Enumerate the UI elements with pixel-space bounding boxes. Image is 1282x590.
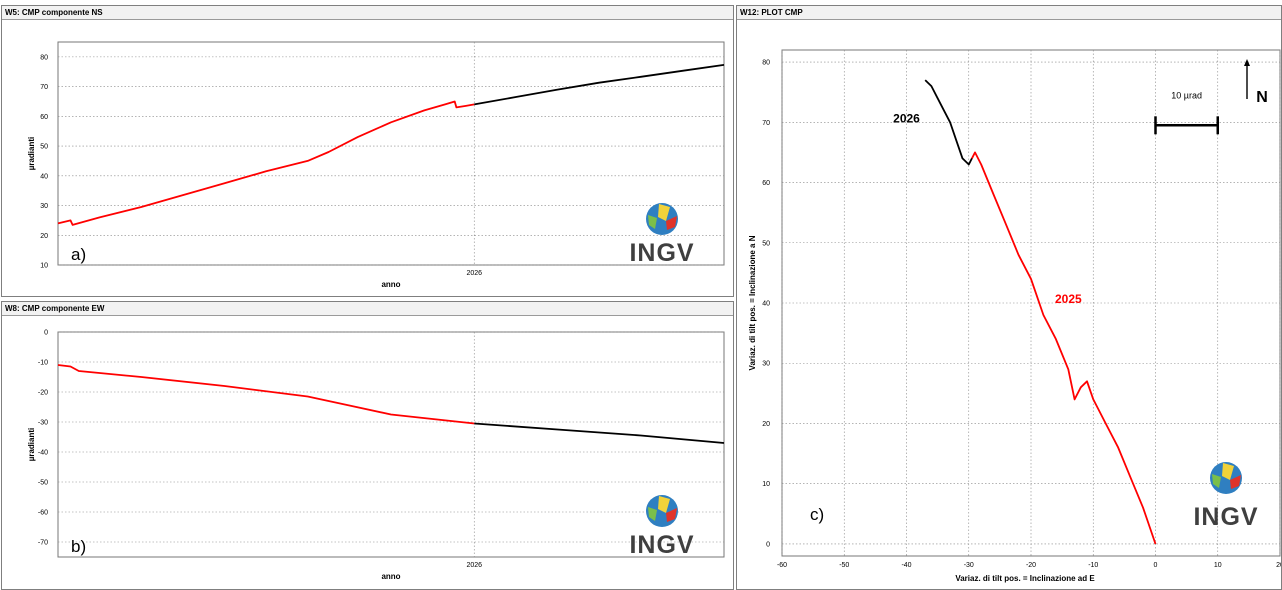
plot-ytick-label: 30: [762, 361, 770, 368]
plot-xtick-label: -20: [1026, 562, 1036, 569]
plot-north-arrowhead-icon: [1244, 59, 1250, 66]
plot-xtick-label: -60: [777, 562, 787, 569]
ew-y-axis-label: µradianti: [27, 428, 36, 462]
window-ns: W5: CMP componente NS 10 20 30 40 50 60 70 80 20…: [1, 5, 734, 297]
ns-globe-region-icon: [666, 216, 677, 230]
plot-globe-land-icon: [1222, 463, 1234, 480]
ns-x-axis-label: anno: [381, 280, 400, 289]
plot-year-label-2025: 2025: [1055, 292, 1082, 306]
plot-xtick-label: 10: [1214, 562, 1222, 569]
ns-ytick-label: 40: [40, 173, 48, 180]
ew-panel-label: b): [71, 537, 86, 556]
ns-ytick-label: 60: [40, 114, 48, 121]
ew-ytick-label: 0: [44, 330, 48, 337]
ew-plot-area: [57, 331, 725, 558]
ew-globe-land-icon: [658, 496, 670, 513]
ew-series-line-0: [57, 364, 475, 425]
plot-ytick-label: 0: [766, 541, 770, 548]
plot-series-line-0: [971, 151, 1157, 545]
window-ew: W8: CMP componente EW 0 -10 -20 -30 -40 -50 -6…: [1, 301, 734, 590]
plot-year-label-2026: 2026: [893, 111, 920, 125]
plot-ytick-label: 80: [762, 60, 770, 67]
ew-ytick-label: -70: [38, 540, 48, 547]
plot-xtick-label: -30: [964, 562, 974, 569]
ns-ytick-label: 50: [40, 144, 48, 151]
plot-x-axis-label: Variaz. di tilt pos. = Inclinazione ad E: [955, 574, 1095, 583]
plot-ingv-text: INGV: [1193, 503, 1258, 531]
ew-x-axis-label: anno: [381, 572, 400, 581]
plot-y-axis-label: Variaz. di tilt pos. = Inclinazione a N: [748, 235, 757, 370]
plot-globe-land2-icon: [1212, 474, 1221, 488]
ew-ytick-label: -30: [38, 420, 48, 427]
window-plot: W12: PLOT CMP -60 -50 -40 -30 -20 -10 0 10 20 0 10…: [736, 5, 1282, 590]
plot-ytick-label: 10: [762, 481, 770, 488]
plot-globe-region-icon: [1230, 475, 1241, 489]
ns-y-axis-label: µradianti: [27, 137, 36, 171]
plot-ytick-label: 40: [762, 301, 770, 308]
ew-ytick-label: -10: [38, 360, 48, 367]
ns-globe-land2-icon: [648, 215, 657, 229]
ns-series-line-1: [474, 64, 725, 106]
plot-ytick-label: 60: [762, 180, 770, 187]
ew-ytick-label: -20: [38, 390, 48, 397]
ns-ytick-label: 80: [40, 54, 48, 61]
ew-globe-region-icon: [666, 508, 677, 522]
plot-panel-label: c): [810, 505, 824, 524]
plot-ytick-label: 70: [762, 120, 770, 127]
ew-xtick-label: 2026: [466, 562, 482, 569]
ew-ingv-text: INGV: [629, 531, 694, 559]
plot-xtick-label: 20: [1276, 562, 1281, 569]
ns-panel-label: a): [71, 245, 86, 264]
plot-xtick-label: -40: [901, 562, 911, 569]
ew-series-line-1: [474, 422, 725, 444]
plot-north-label: N: [1256, 89, 1268, 106]
chart-plot: -60 -50 -40 -30 -20 -10 0 10 20 0 10 20 30 40 50 60 70 80…: [748, 49, 1281, 583]
ew-ingv-logo: INGV: [629, 495, 694, 559]
plot-ytick-label: 50: [762, 240, 770, 247]
ns-ytick-label: 10: [40, 263, 48, 270]
ew-ytick-label: -60: [38, 510, 48, 517]
plot-ingv-logo: INGV: [1193, 462, 1258, 531]
plot-series-line-1: [924, 79, 973, 166]
ns-plot-area: [57, 41, 725, 266]
plot-xtick-label: -50: [839, 562, 849, 569]
chart-ns: 10 20 30 40 50 60 70 80 2026 anno µradianti a) INGV: [27, 41, 725, 289]
ew-globe-land2-icon: [648, 507, 657, 521]
plot-scale-bar-label: 10 µrad: [1171, 90, 1202, 100]
ns-globe-land-icon: [658, 204, 670, 221]
ns-ytick-label: 70: [40, 84, 48, 91]
ns-xtick-label: 2026: [466, 270, 482, 277]
plot-ytick-label: 20: [762, 421, 770, 428]
ns-series-line-0: [57, 100, 475, 226]
ew-ytick-label: -50: [38, 480, 48, 487]
ns-ingv-logo: INGV: [629, 203, 694, 267]
ns-ytick-label: 20: [40, 233, 48, 240]
plot-xtick-label: 0: [1154, 562, 1158, 569]
window-title-ns: W5: CMP componente NS: [2, 6, 733, 20]
ns-ytick-label: 30: [40, 203, 48, 210]
ns-ingv-text: INGV: [629, 239, 694, 267]
ew-ytick-label: -40: [38, 450, 48, 457]
plot-xtick-label: -10: [1088, 562, 1098, 569]
chart-ew: 0 -10 -20 -30 -40 -50 -60 -70 2026 anno µradianti b…: [27, 330, 725, 581]
window-title-ew: W8: CMP componente EW: [2, 302, 733, 316]
window-title-plot: W12: PLOT CMP: [737, 6, 1281, 20]
